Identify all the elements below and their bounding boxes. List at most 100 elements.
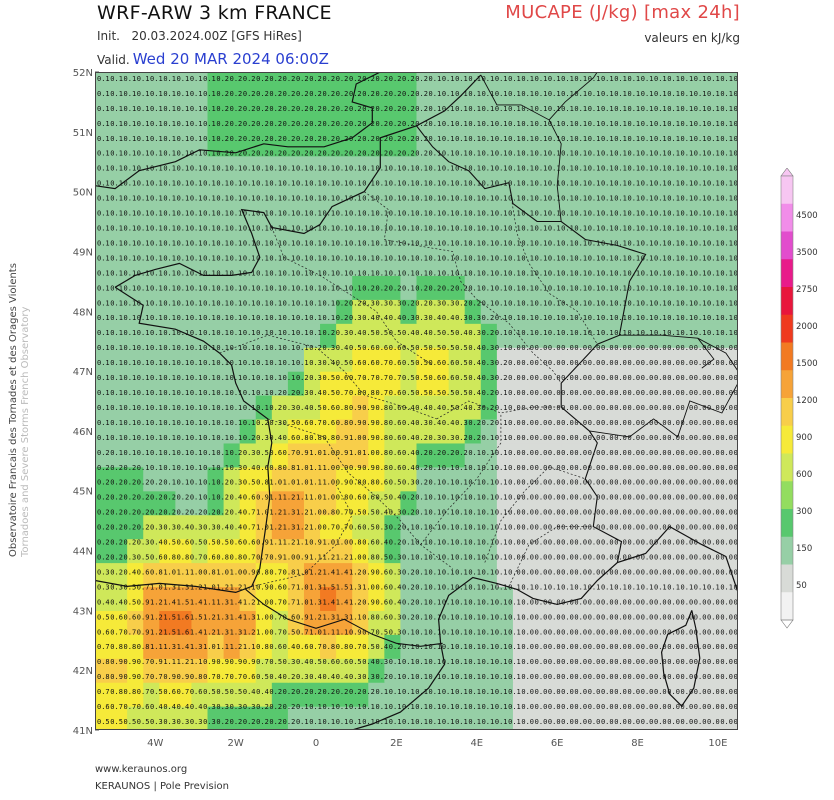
field-cell: [641, 442, 659, 468]
value-label: 0.1: [402, 673, 415, 681]
value-label: 0.1: [190, 225, 203, 233]
field-cell: [336, 72, 353, 85]
value-label: 0.2: [309, 150, 322, 158]
value-label: 0.2: [336, 120, 349, 128]
field-cell: [480, 514, 498, 540]
value-label: 0.7: [309, 419, 322, 427]
value-label: 0.1: [561, 135, 574, 143]
field-cell: [191, 227, 209, 253]
value-label: 0.1: [203, 105, 216, 113]
value-label: 0.1: [309, 210, 322, 218]
field-cell: [95, 706, 112, 730]
value-label: 0.1: [216, 419, 229, 427]
value-label: 0.1: [336, 239, 349, 247]
value-label: 0.1: [442, 90, 455, 98]
value-label: 0.0: [535, 434, 548, 442]
field-cell: [143, 83, 160, 109]
value-label: 0.0: [641, 688, 654, 696]
value-label: 0.2: [336, 75, 349, 83]
value-label: 0.0: [720, 688, 733, 696]
value-label: 0.2: [230, 135, 243, 143]
value-label: 1.4: [322, 568, 335, 576]
field-cell: [95, 634, 112, 659]
field-cell: [512, 418, 530, 444]
field-cell: [143, 227, 160, 253]
value-label: 0.1: [97, 210, 110, 218]
field-cell: [271, 395, 289, 420]
value-label: 0.0: [588, 419, 601, 427]
value-label: 0.1: [137, 150, 150, 158]
field-cell: [657, 706, 675, 730]
value-label: 0.1: [163, 344, 176, 352]
value-label: 0.1: [614, 135, 627, 143]
value-label: 0.1: [362, 225, 375, 233]
value-label: 0.0: [601, 718, 614, 726]
value-label: 0.1: [482, 688, 495, 696]
field-cell: [577, 251, 594, 276]
value-label: 1.0: [309, 449, 322, 457]
field-cell: [496, 371, 514, 396]
field-cell: [368, 538, 385, 564]
value-label: 0.1: [641, 299, 654, 307]
value-label: 0.1: [269, 180, 282, 188]
value-label: 0.0: [521, 554, 534, 562]
value-label: 0.1: [269, 269, 282, 277]
field-cell: [352, 490, 369, 516]
value-label: 0.1: [150, 120, 163, 128]
field-cell: [255, 682, 273, 707]
value-label: 0.1: [641, 135, 654, 143]
value-label: 0.2: [349, 688, 362, 696]
value-label: 0.1: [203, 254, 216, 262]
value-label: 1.0: [349, 449, 362, 457]
field-cell: [303, 203, 321, 229]
value-label: 0.2: [256, 419, 269, 427]
value-label: 0.0: [667, 703, 680, 711]
value-label: 0.1: [495, 568, 508, 576]
website-link[interactable]: www.keraunos.org: [95, 764, 188, 775]
value-label: 0.5: [362, 509, 375, 517]
value-label: 0.1: [455, 464, 468, 472]
value-label: 0.1: [177, 269, 190, 277]
value-label: 0.1: [296, 254, 309, 262]
value-label: 0.1: [720, 284, 733, 292]
value-label: 0.3: [442, 299, 455, 307]
value-label: 0.1: [296, 195, 309, 203]
value-label: 0.5: [429, 344, 442, 352]
init-label: Init.: [97, 29, 120, 43]
value-label: 0.1: [495, 225, 508, 233]
value-label: 0.8: [203, 568, 216, 576]
value-label: 0.1: [561, 269, 574, 277]
field-cell: [416, 347, 434, 372]
value-label: 0.1: [97, 120, 110, 128]
value-label: 0.1: [243, 165, 256, 173]
value-label: 0.1: [455, 135, 468, 143]
value-label: 0.4: [362, 314, 375, 322]
field-cell: [384, 466, 402, 492]
value-label: 0.6: [429, 374, 442, 382]
value-label: 0.1: [667, 299, 680, 307]
field-cell: [191, 634, 209, 659]
value-label: 0.1: [455, 583, 468, 591]
value-label: 0.2: [402, 598, 415, 606]
field-cell: [207, 299, 225, 324]
lat-label: 45N: [73, 487, 93, 498]
value-label: 1.2: [309, 613, 322, 621]
value-label: 0.1: [574, 165, 587, 173]
value-label: 0.1: [641, 165, 654, 173]
value-label: 0.5: [389, 479, 402, 487]
value-label: 0.1: [720, 329, 733, 337]
value-label: 0.4: [376, 509, 389, 517]
value-label: 0.0: [707, 479, 720, 487]
field-cell: [207, 107, 225, 133]
value-label: 0.2: [283, 135, 296, 143]
field-cell: [223, 706, 241, 730]
value-label: 0.4: [376, 314, 389, 322]
value-label: 0.1: [521, 269, 534, 277]
field-cell: [496, 155, 514, 181]
field-cell: [111, 155, 128, 181]
field-cell: [561, 442, 578, 468]
value-label: 0.1: [110, 150, 123, 158]
field-cell: [657, 275, 675, 300]
value-label: 0.0: [561, 554, 574, 562]
value-label: 0.0: [548, 658, 561, 666]
